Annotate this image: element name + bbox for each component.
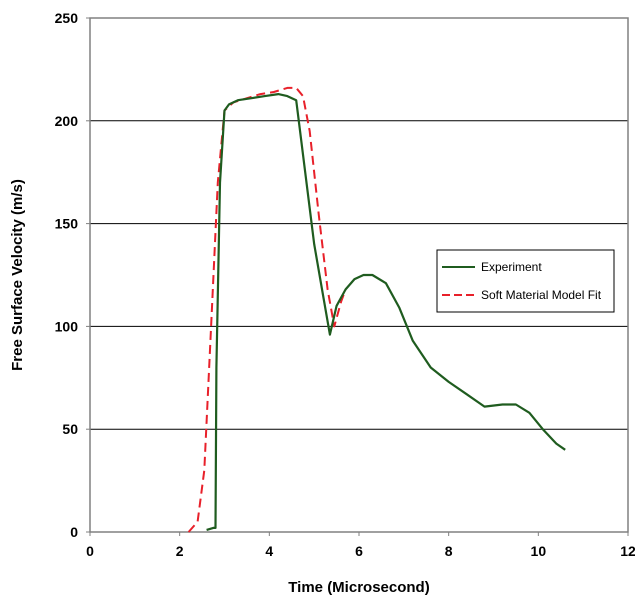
series-experiment-line <box>206 92 566 531</box>
y-tick-label: 50 <box>62 421 78 437</box>
legend: Experiment Soft Material Model Fit <box>436 249 615 313</box>
y-tick-label: 100 <box>55 318 79 334</box>
x-tick-label: 6 <box>355 543 363 559</box>
y-axis-title: Free Surface Velocity (m/s) <box>9 179 26 371</box>
series-layer <box>187 86 566 533</box>
legend-label-model-fit: Soft Material Model Fit <box>481 288 602 302</box>
y-tick-label: 0 <box>70 524 78 540</box>
legend-box <box>436 249 615 313</box>
x-tick-label: 10 <box>531 543 547 559</box>
y-tick-label: 150 <box>55 216 79 232</box>
series-model-fit-line <box>187 86 347 533</box>
x-tick-label: 0 <box>86 543 94 559</box>
x-tick-label: 2 <box>176 543 184 559</box>
y-tick-label: 200 <box>55 113 79 129</box>
y-tick-label: 250 <box>55 10 79 26</box>
grid-lines <box>90 120 628 430</box>
legend-label-experiment: Experiment <box>481 260 542 274</box>
tick-labels: 0 50 100 150 200 250 0 2 4 6 8 10 12 <box>55 10 635 559</box>
x-tick-label: 12 <box>620 543 635 559</box>
x-tick-label: 4 <box>265 543 273 559</box>
x-tick-label: 8 <box>445 543 453 559</box>
x-axis-title: Time (Microsecond) <box>288 579 429 596</box>
